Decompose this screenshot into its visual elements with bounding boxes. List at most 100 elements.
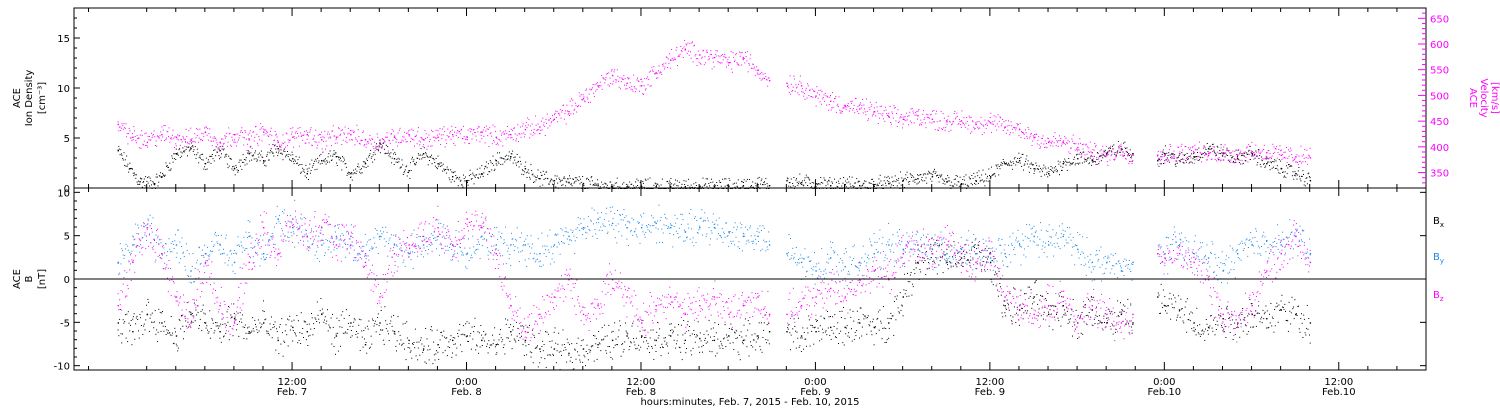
- density-sample: [958, 181, 960, 183]
- bx-sample: [619, 320, 621, 322]
- density-sample: [1228, 150, 1230, 152]
- density-sample: [289, 159, 291, 161]
- bx-sample: [814, 327, 815, 329]
- density-sample: [190, 142, 192, 144]
- density-sample: [815, 179, 816, 181]
- velocity-sample: [283, 149, 285, 151]
- velocity-sample: [350, 130, 352, 132]
- density-sample: [1278, 172, 1280, 174]
- velocity-sample: [1227, 150, 1229, 152]
- velocity-sample: [726, 66, 727, 68]
- density-sample: [729, 179, 731, 181]
- density-sample: [1238, 162, 1240, 164]
- velocity-sample: [455, 135, 457, 137]
- bx-sample: [860, 307, 862, 309]
- bx-sample: [608, 324, 610, 326]
- bx-sample: [685, 352, 687, 354]
- bx-sample: [798, 346, 800, 348]
- bx-sample: [495, 353, 497, 355]
- velocity-sample: [1006, 132, 1007, 134]
- velocity-sample: [201, 132, 203, 134]
- velocity-sample: [616, 69, 618, 71]
- bx-sample: [936, 239, 938, 241]
- density-sample: [123, 152, 125, 154]
- velocity-sample: [412, 130, 414, 132]
- bx-sample: [637, 319, 639, 321]
- density-sample: [758, 186, 760, 188]
- velocity-sample: [311, 144, 313, 146]
- velocity-sample: [1185, 146, 1187, 148]
- density-sample: [759, 188, 761, 189]
- density-sample: [1028, 171, 1030, 173]
- density-sample: [1120, 145, 1122, 147]
- velocity-sample: [1083, 143, 1085, 145]
- bx-sample: [677, 334, 679, 336]
- velocity-sample: [935, 113, 937, 115]
- density-sample: [1110, 150, 1112, 152]
- velocity-sample: [1060, 137, 1062, 139]
- density-sample: [416, 157, 418, 159]
- velocity-sample: [191, 138, 193, 140]
- density-sample: [1105, 156, 1107, 158]
- density-sample: [455, 178, 457, 180]
- density-sample: [627, 184, 629, 186]
- bx-sample: [558, 351, 560, 353]
- velocity-sample: [850, 100, 852, 102]
- velocity-sample: [710, 50, 712, 52]
- velocity-sample: [343, 132, 345, 134]
- velocity-sample: [1178, 146, 1180, 148]
- bx-sample: [502, 347, 504, 348]
- density-sample: [627, 186, 629, 188]
- velocity-sample: [598, 86, 600, 88]
- density-sample: [206, 168, 208, 170]
- density-sample: [1185, 161, 1187, 163]
- density-sample: [899, 188, 901, 189]
- velocity-sample: [205, 126, 207, 128]
- density-sample: [1180, 159, 1182, 160]
- density-sample: [723, 188, 725, 189]
- velocity-sample: [192, 146, 194, 148]
- velocity-sample: [927, 114, 929, 116]
- density-sample: [938, 177, 939, 178]
- velocity-sample: [840, 110, 842, 112]
- velocity-sample: [896, 125, 898, 127]
- velocity-sample: [955, 118, 956, 120]
- density-sample: [214, 149, 216, 151]
- bx-sample: [311, 317, 313, 319]
- velocity-sample: [728, 64, 729, 66]
- density-sample: [966, 184, 968, 186]
- density-sample: [1072, 163, 1074, 165]
- velocity-sample: [690, 57, 692, 59]
- density-sample: [434, 165, 436, 167]
- density-sample: [130, 167, 132, 169]
- velocity-sample: [236, 141, 238, 143]
- bx-sample: [574, 349, 576, 351]
- density-sample: [796, 181, 798, 183]
- velocity-sample: [379, 139, 381, 141]
- velocity-sample: [232, 139, 234, 141]
- bx-sample: [255, 326, 257, 328]
- bx-sample: [624, 341, 626, 343]
- bx-sample: [889, 318, 891, 319]
- velocity-sample: [459, 133, 461, 135]
- density-sample: [654, 187, 656, 189]
- bx-sample: [957, 252, 959, 254]
- density-sample: [733, 182, 735, 184]
- velocity-sample: [470, 131, 472, 133]
- bx-sample: [726, 336, 728, 338]
- density-point-72: [1157, 160, 1159, 162]
- density-sample: [534, 181, 536, 183]
- bx-sample: [604, 335, 606, 337]
- velocity-sample: [605, 79, 606, 81]
- density-sample: [849, 183, 851, 185]
- density-sample: [1166, 152, 1168, 154]
- density-sample: [1295, 175, 1297, 177]
- velocity-sample: [665, 62, 667, 64]
- density-sample: [361, 168, 362, 170]
- density-sample: [1247, 153, 1249, 155]
- velocity-sample: [651, 66, 653, 68]
- density-sample: [404, 169, 406, 171]
- density-sample: [541, 174, 543, 176]
- bx-sample: [268, 332, 270, 334]
- velocity-sample: [820, 89, 822, 91]
